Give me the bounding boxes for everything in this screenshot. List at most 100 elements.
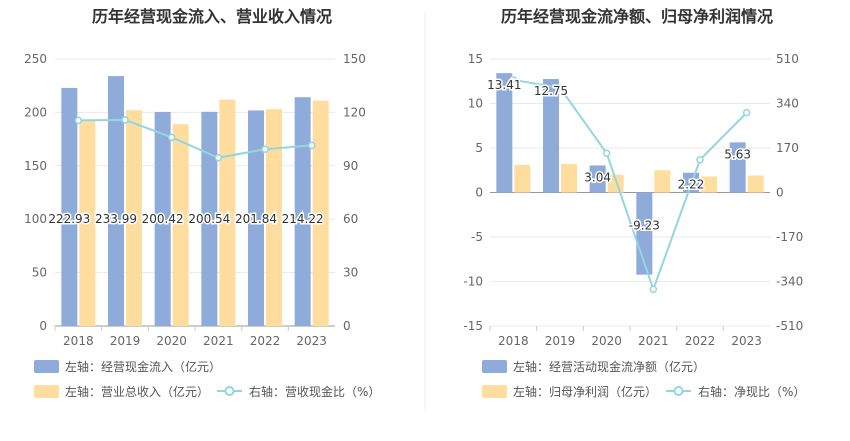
legend-marker (224, 386, 235, 396)
bar-value-label: 3.04 (584, 170, 611, 184)
legend: 左轴：经营活动现金流净额（亿元） 左轴：归母净利润（亿元） 右轴：净现比（%） (482, 359, 805, 399)
x-tick-label: 2020 (591, 334, 622, 348)
x-axis-ticks: 2018 2019 2020 2021 2022 2023 (54, 326, 327, 348)
bar-primary[interactable] (729, 142, 746, 193)
line-point[interactable] (649, 285, 658, 294)
bar-value-label: -9.23 (629, 218, 660, 232)
legend: 左轴：经营现金流入（亿元） 左轴：营业总收入（亿元） 右轴：营收现金比（%） (34, 359, 380, 399)
left-tick-label: 50 (32, 266, 47, 280)
right-tick-label: 0 (776, 186, 784, 200)
bar-secondary[interactable] (561, 164, 577, 193)
bar-secondary[interactable] (747, 175, 764, 193)
left-axis-ticks: 0 50 100 150 200 250 (24, 52, 47, 333)
line-point[interactable] (167, 133, 176, 142)
bar-primary[interactable] (496, 73, 513, 193)
bar-secondary[interactable] (701, 176, 717, 193)
line-point[interactable] (602, 149, 611, 157)
bar-primary[interactable] (154, 111, 171, 326)
right-tick-label: 90 (343, 159, 358, 173)
legend-label: 左轴：经营活动现金流净额（亿元） (513, 359, 705, 374)
legend-item-cash-inflow[interactable]: 左轴：经营现金流入（亿元） (34, 359, 221, 374)
ratio-line (513, 78, 748, 293)
right-tick-label: 510 (776, 52, 799, 66)
bar-secondary[interactable] (654, 170, 671, 193)
bar-value-label: 13.41 (487, 78, 521, 92)
left-axis-ticks: -15 -10 -5 0 5 10 15 (463, 52, 483, 333)
bar-primary[interactable] (248, 110, 264, 327)
chart-title: 历年经营现金流入、营业收入情况 (92, 7, 332, 26)
line-point[interactable] (121, 116, 129, 124)
right-tick-label: -340 (776, 275, 803, 289)
bar-secondary[interactable] (312, 100, 329, 326)
legend-item-revenue[interactable]: 左轴：营业总收入（亿元） (34, 384, 209, 399)
line-point[interactable] (556, 84, 564, 92)
right-tick-label: 0 (343, 319, 351, 333)
legend-item-net-profit[interactable]: 左轴：归母净利润（亿元） (482, 384, 657, 399)
legend-swatch (34, 385, 59, 398)
left-tick-label: -5 (471, 230, 483, 244)
left-tick-label: -10 (463, 275, 483, 289)
bar-secondary[interactable] (126, 110, 142, 326)
bar-secondary[interactable] (266, 109, 282, 326)
bar-primary[interactable] (61, 87, 78, 326)
x-tick-label: 2018 (63, 334, 94, 348)
legend-swatch (482, 360, 507, 373)
bars (61, 76, 329, 327)
legend-label: 右轴：营收现金比（%） (249, 384, 380, 399)
bar-secondary[interactable] (514, 164, 531, 193)
right-tick-label: 150 (343, 52, 366, 66)
bar-value-label: 200.54 (188, 212, 230, 226)
bar-value-label: 222.93 (48, 212, 90, 226)
bar-primary[interactable] (201, 111, 218, 327)
right-tick-label: 170 (776, 141, 799, 155)
bar-value-label: 233.99 (95, 212, 137, 226)
right-tick-label: -510 (776, 319, 803, 333)
bar-primary[interactable] (543, 79, 559, 193)
left-tick-label: 100 (24, 212, 47, 226)
right-axis-ticks: 0 30 60 90 120 150 (343, 52, 366, 333)
x-tick-label: 2020 (156, 334, 187, 348)
line-point[interactable] (214, 154, 223, 162)
bar-value-label: 200.42 (142, 212, 184, 226)
legend-label: 左轴：营业总收入（亿元） (65, 384, 209, 399)
left-tick-label: 0 (39, 319, 47, 333)
x-tick-label: 2019 (110, 334, 141, 348)
x-tick-label: 2023 (296, 334, 327, 348)
left-tick-label: 5 (475, 141, 483, 155)
legend-item-cash-ratio[interactable]: 右轴：营收现金比（%） (217, 384, 380, 399)
legend-marker (673, 386, 684, 396)
chart-title: 历年经营现金流净额、归母净利润情况 (501, 7, 773, 26)
chart-panel-cash-inflow: 历年经营现金流入、营业收入情况 0 50 100 150 200 250 0 30 60 90 1… (24, 7, 380, 399)
legend-item-net-cash[interactable]: 左轴：经营活动现金流净额（亿元） (482, 359, 705, 374)
line-point[interactable] (261, 145, 269, 153)
right-tick-label: 30 (343, 266, 358, 280)
x-tick-label: 2021 (638, 334, 669, 348)
bar-primary[interactable] (294, 97, 311, 326)
x-tick-label: 2018 (498, 334, 529, 348)
bar-primary[interactable] (589, 165, 606, 193)
value-labels: 13.41 12.75 3.04 -9.23 2.22 5.63 (486, 77, 753, 234)
right-tick-label: 340 (776, 97, 799, 111)
legend-item-net-cash-ratio[interactable]: 右轴：净现比（%） (666, 384, 805, 399)
bar-value-label: 5.63 (724, 147, 751, 161)
bar-secondary[interactable] (172, 124, 189, 326)
line-point[interactable] (307, 141, 316, 150)
bar-primary[interactable] (108, 76, 124, 326)
bar-secondary[interactable] (79, 119, 96, 326)
left-tick-label: 15 (468, 52, 483, 66)
line-point[interactable] (74, 116, 83, 125)
line-point[interactable] (742, 108, 751, 117)
right-axis-ticks: -510 -340 -170 0 170 340 510 (776, 52, 803, 333)
line-point[interactable] (696, 156, 704, 164)
bar-secondary[interactable] (607, 174, 624, 193)
legend-label: 左轴：经营现金流入（亿元） (65, 359, 221, 374)
left-tick-label: 0 (475, 186, 483, 200)
grid (490, 58, 770, 327)
line-point[interactable] (509, 76, 518, 84)
x-tick-label: 2019 (545, 334, 576, 348)
legend-label: 右轴：净现比（%） (698, 384, 805, 399)
grid (55, 58, 335, 327)
